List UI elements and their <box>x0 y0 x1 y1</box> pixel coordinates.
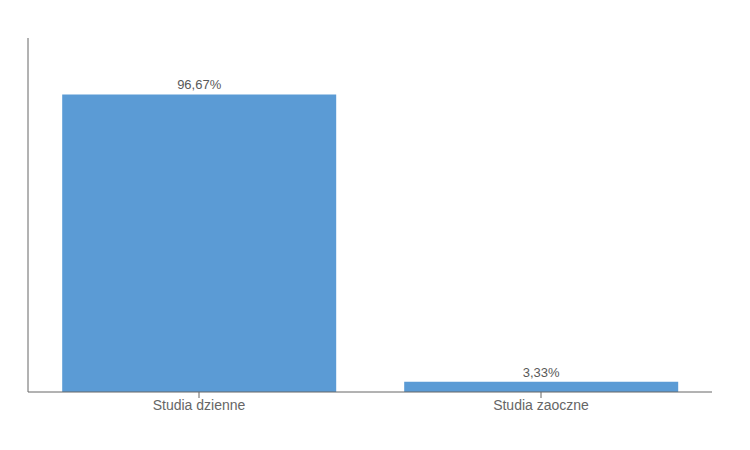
svg-text:Studia zaoczne: Studia zaoczne <box>493 397 589 413</box>
svg-text:3,33%: 3,33% <box>523 365 560 380</box>
svg-text:96,67%: 96,67% <box>177 77 222 92</box>
svg-text:Studia dzienne: Studia dzienne <box>153 397 246 413</box>
